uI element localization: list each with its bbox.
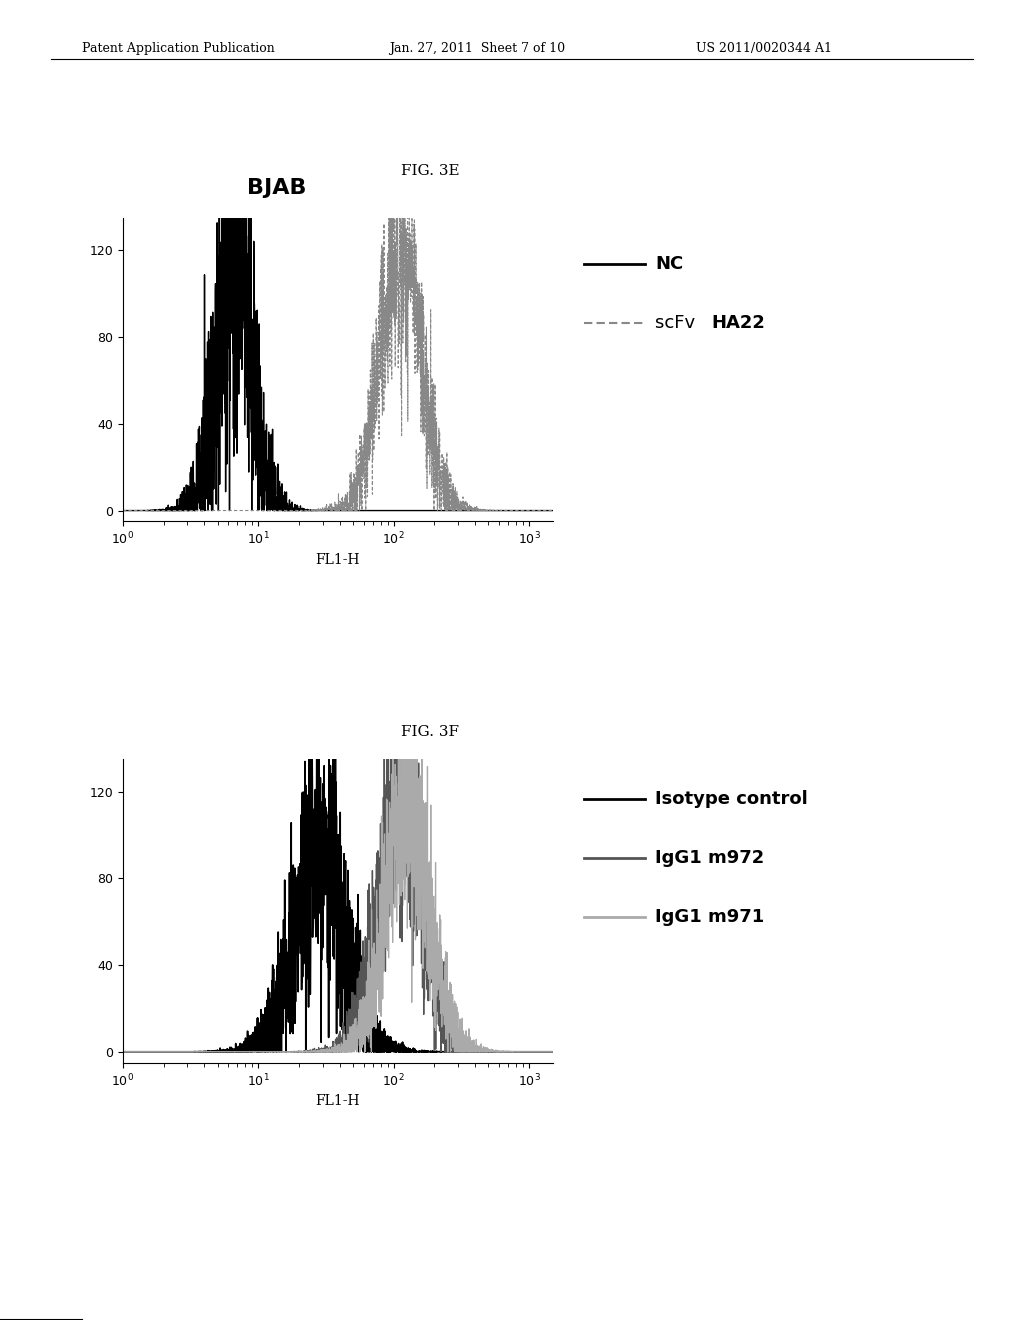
Text: Patent Application Publication: Patent Application Publication xyxy=(82,42,274,55)
X-axis label: FL1-H: FL1-H xyxy=(315,1094,360,1109)
Text: Isotype control: Isotype control xyxy=(655,789,808,808)
Text: HA22: HA22 xyxy=(712,314,766,333)
Text: FIG. 3E: FIG. 3E xyxy=(400,164,460,178)
Text: IgG1 m972: IgG1 m972 xyxy=(655,849,765,867)
Text: BJAB: BJAB xyxy=(247,178,306,198)
Text: US 2011/0020344 A1: US 2011/0020344 A1 xyxy=(696,42,833,55)
X-axis label: FL1-H: FL1-H xyxy=(315,553,360,568)
Text: FIG. 3F: FIG. 3F xyxy=(401,725,459,739)
Text: Jan. 27, 2011  Sheet 7 of 10: Jan. 27, 2011 Sheet 7 of 10 xyxy=(389,42,565,55)
Text: NC: NC xyxy=(655,255,684,273)
Text: IgG1 m971: IgG1 m971 xyxy=(655,908,765,927)
Text: scFv: scFv xyxy=(655,314,701,333)
